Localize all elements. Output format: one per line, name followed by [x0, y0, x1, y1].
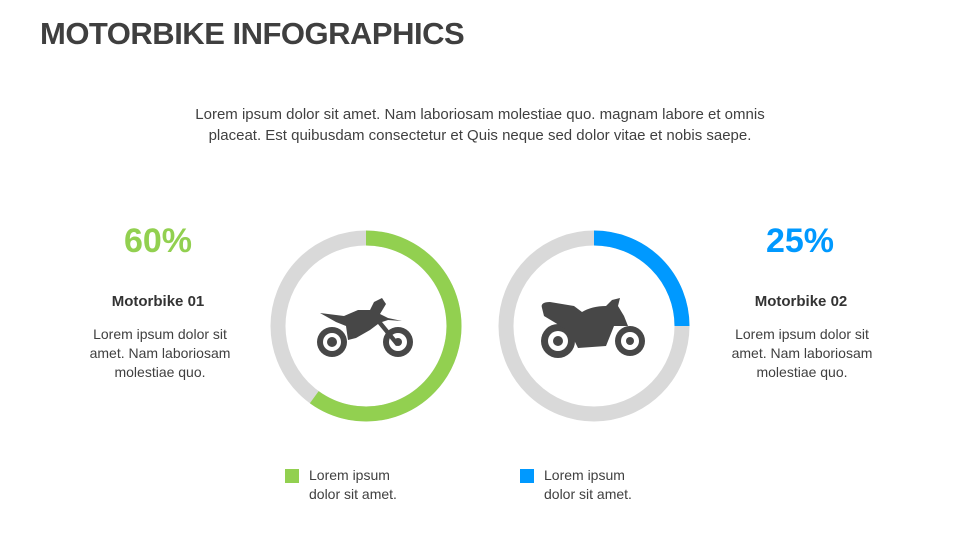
donut-value-arc [309, 230, 462, 422]
desc-line: molestiae quo. [756, 364, 848, 380]
motorbike-2-name: Motorbike 02 [754, 293, 848, 310]
legend-text: Lorem ipsum [544, 467, 625, 483]
legend-text: Lorem ipsum [309, 467, 390, 483]
donut-chart-2 [498, 230, 690, 422]
intro-text: Lorem ipsum dolor sit amet. Nam laborios… [120, 104, 840, 146]
desc-line: amet. Nam laboriosam [89, 345, 231, 361]
donut-chart-1 [270, 230, 462, 422]
dirt-bike-icon [317, 298, 413, 357]
page-title: MOTORBIKE INFOGRAPHICS [40, 16, 465, 51]
legend-text: dolor sit amet. [544, 486, 632, 502]
donut-value-arc [593, 230, 690, 327]
percent-label-1: 60% [123, 222, 193, 260]
legend-text: dolor sit amet. [309, 486, 397, 502]
motorbike-1-desc: Lorem ipsum dolor sit amet. Nam laborios… [70, 325, 250, 382]
legend-swatch-green [285, 469, 299, 483]
motorbike-1-name: Motorbike 01 [111, 293, 205, 310]
percent-label-2: 25% [765, 222, 835, 260]
desc-line: Lorem ipsum dolor sit [735, 326, 869, 342]
desc-line: Lorem ipsum dolor sit [93, 326, 227, 342]
desc-line: molestiae quo. [114, 364, 206, 380]
legend-item-2: Lorem ipsum dolor sit amet. [520, 466, 632, 504]
sport-bike-icon [541, 298, 645, 358]
intro-line: placeat. Est quibusdam consectetur et Qu… [208, 127, 752, 144]
intro-line: Lorem ipsum dolor sit amet. Nam laborios… [195, 106, 765, 123]
desc-line: amet. Nam laboriosam [731, 345, 873, 361]
legend-swatch-blue [520, 469, 534, 483]
legend-item-1: Lorem ipsum dolor sit amet. [285, 466, 397, 504]
motorbike-2-desc: Lorem ipsum dolor sit amet. Nam laborios… [712, 325, 892, 382]
